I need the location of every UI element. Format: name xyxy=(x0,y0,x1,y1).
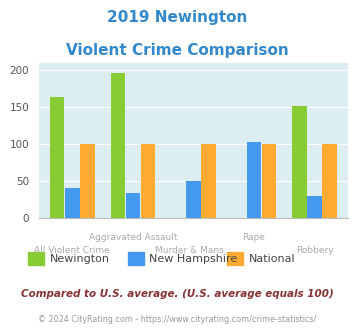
Bar xyxy=(201,144,216,218)
Text: Rape: Rape xyxy=(242,233,266,242)
Text: Murder & Mans...: Murder & Mans... xyxy=(155,246,232,255)
Bar xyxy=(322,144,337,218)
Bar xyxy=(186,181,201,218)
Bar xyxy=(110,73,125,218)
Text: Violent Crime Comparison: Violent Crime Comparison xyxy=(66,43,289,58)
Bar xyxy=(292,106,307,218)
Bar xyxy=(50,97,65,218)
Bar xyxy=(65,188,80,218)
Bar xyxy=(126,193,140,218)
Bar xyxy=(247,143,261,218)
Text: New Hampshire: New Hampshire xyxy=(149,254,237,264)
Text: © 2024 CityRating.com - https://www.cityrating.com/crime-statistics/: © 2024 CityRating.com - https://www.city… xyxy=(38,315,317,324)
Text: Robbery: Robbery xyxy=(296,246,333,255)
Bar xyxy=(262,144,277,218)
Text: Newington: Newington xyxy=(50,254,110,264)
Bar xyxy=(141,144,155,218)
Text: Aggravated Assault: Aggravated Assault xyxy=(89,233,177,242)
Text: All Violent Crime: All Violent Crime xyxy=(34,246,110,255)
Text: 2019 Newington: 2019 Newington xyxy=(107,10,248,25)
Text: Compared to U.S. average. (U.S. average equals 100): Compared to U.S. average. (U.S. average … xyxy=(21,289,334,299)
Bar xyxy=(307,196,322,218)
Bar xyxy=(80,144,95,218)
Text: National: National xyxy=(248,254,295,264)
